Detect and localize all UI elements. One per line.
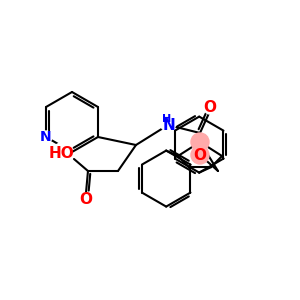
Text: N: N [163,118,176,133]
Text: N: N [40,130,52,144]
Circle shape [204,102,216,114]
Circle shape [80,193,92,205]
Text: O: O [194,148,206,163]
Circle shape [191,133,209,151]
Text: O: O [80,191,92,206]
Circle shape [40,131,52,143]
Text: H: H [162,114,172,124]
Circle shape [52,143,72,163]
Circle shape [160,115,176,131]
Circle shape [191,146,209,164]
Text: HO: HO [49,146,75,160]
Text: O: O [203,100,217,116]
